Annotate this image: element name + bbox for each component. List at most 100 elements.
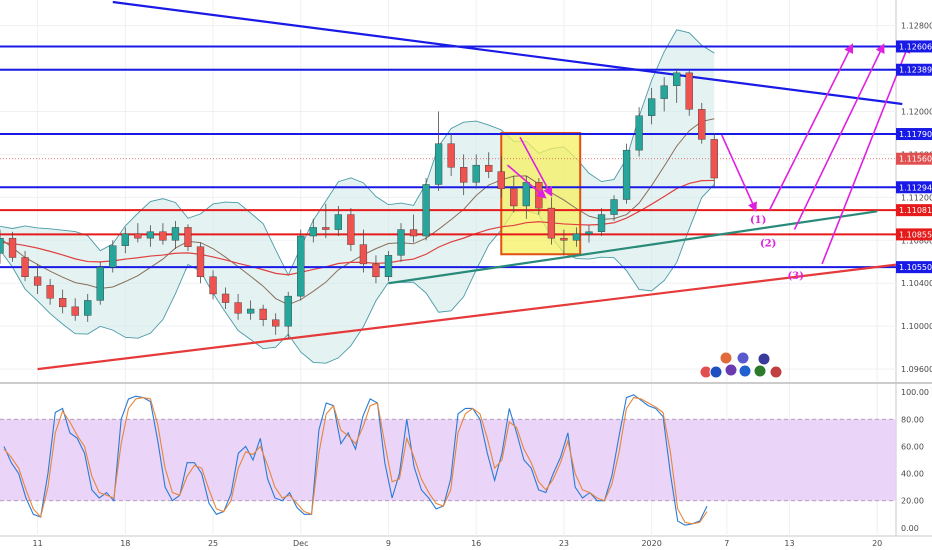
candle [322, 227, 330, 230]
candle [460, 167, 468, 183]
horizontal-levels [0, 45, 896, 269]
candle [309, 227, 317, 237]
scenario-label: (2) [760, 239, 776, 250]
candle [647, 98, 656, 116]
candle [359, 244, 368, 265]
arrow-scenario-2 [793, 43, 885, 230]
stochastic-tick-label: 20.00 [901, 497, 924, 506]
stochastic-tick-label: 80.00 [901, 415, 924, 424]
level-tag [896, 204, 932, 217]
time-tick-label: 23 [559, 539, 569, 548]
event-icon [738, 364, 752, 378]
candle [409, 229, 418, 237]
candle [121, 233, 129, 246]
time-tick-label: 20 [872, 539, 882, 548]
moving-average-long [0, 179, 715, 276]
scenario-arrows [507, 43, 911, 265]
time-axis: 11 18 25 Dec 9 16 23 2020 7 13 20 [33, 539, 883, 548]
last-price-tag-label: 1.11560 [899, 155, 932, 164]
candle [660, 85, 668, 99]
time-tick-label: 16 [471, 539, 481, 548]
candle [485, 164, 493, 172]
price-axis: 1.128001.124001.120001.116001.112001.108… [896, 22, 932, 533]
candle [246, 308, 255, 314]
price-tick-label: 1.12000 [901, 107, 932, 116]
arrow-scenario-3 [821, 43, 911, 265]
arrow-down-projection [721, 134, 757, 212]
candle [422, 184, 430, 237]
stochastic-tick-label: 40.00 [901, 470, 924, 479]
candle [84, 300, 92, 316]
event-icon [709, 365, 723, 379]
candle [347, 214, 355, 245]
candle [33, 276, 42, 286]
last-price-tag [896, 152, 932, 165]
level-tag-label: 1.11081 [899, 206, 932, 215]
event-icon [757, 352, 771, 366]
price-tick-label: 1.10800 [901, 236, 932, 245]
candle [221, 293, 230, 303]
candle [59, 298, 67, 308]
trendline-blue-resistance [112, 0, 903, 106]
scenario-label: (1) [750, 215, 766, 226]
arrow-box-down [519, 136, 553, 197]
candle [297, 235, 305, 297]
candle [685, 72, 693, 110]
candle [497, 171, 505, 189]
moving-averages [0, 118, 715, 306]
time-tick-label: 9 [386, 539, 391, 548]
level-tag [896, 40, 932, 53]
candle [334, 214, 342, 230]
level-tag [896, 181, 932, 194]
candle [673, 72, 681, 86]
candle [547, 207, 556, 239]
level-tag-label: 1.10550 [899, 263, 932, 272]
candle [8, 237, 17, 258]
candle [597, 214, 606, 232]
event-icon [736, 351, 750, 365]
price-tick-label: 1.11200 [901, 193, 932, 202]
candle [71, 306, 79, 316]
level-tag-label: 1.11790 [899, 130, 932, 139]
candle [196, 246, 205, 278]
arrow-scenario-1 [768, 43, 853, 211]
candle [447, 143, 455, 168]
event-icon [719, 351, 733, 365]
level-tag-label: 1.11294 [899, 183, 932, 192]
candle [522, 182, 530, 207]
level-tag-label: 1.12389 [899, 66, 932, 75]
bollinger-basis [0, 118, 715, 306]
candle [184, 227, 192, 247]
candle [0, 237, 4, 254]
level-tag-label: 1.10855 [899, 230, 932, 239]
candle [698, 109, 706, 140]
level-tag [896, 128, 932, 141]
scenario-labels: (1) (2) (3) [750, 215, 804, 282]
candle [234, 302, 242, 314]
candle [434, 143, 443, 185]
price-tick-label: 1.10400 [901, 279, 932, 288]
candle [535, 182, 543, 209]
level-tag-label: 1.12606 [899, 42, 932, 51]
level-tag [896, 228, 932, 241]
candle [572, 233, 581, 241]
level-tag [896, 261, 932, 274]
bollinger-fill [0, 29, 715, 364]
scenario-label: (3) [788, 271, 804, 282]
trendline-red-support [37, 262, 903, 371]
event-icons [699, 351, 783, 379]
candle [560, 237, 568, 241]
event-icon [753, 364, 767, 378]
candle [146, 231, 155, 239]
stochastic-pane [0, 394, 896, 526]
candle [284, 295, 292, 327]
candle [510, 188, 518, 207]
price-tick-label: 1.10000 [901, 322, 932, 331]
candle [209, 276, 217, 295]
candle [109, 245, 117, 268]
candle [610, 199, 618, 215]
candle [259, 308, 267, 320]
candle [585, 231, 593, 235]
event-icon [769, 365, 783, 379]
